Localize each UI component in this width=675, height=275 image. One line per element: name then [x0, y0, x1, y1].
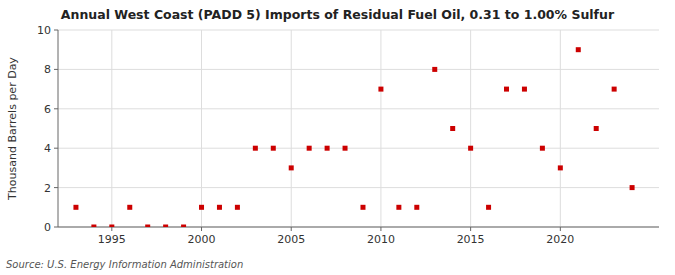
point [91, 225, 96, 228]
x-grid-line [291, 30, 292, 227]
y-tick [54, 30, 58, 31]
y-axis-line [58, 30, 59, 227]
y-tick [54, 108, 58, 109]
x-tick [470, 227, 471, 231]
x-grid-line [560, 30, 561, 227]
x-grid-line [470, 30, 471, 227]
y-tick-label: 2 [44, 182, 51, 195]
point [414, 205, 419, 210]
points [73, 47, 634, 227]
grid [58, 30, 659, 227]
y-grid-line [58, 148, 659, 149]
point [307, 146, 312, 151]
point [253, 146, 258, 151]
y-grid-line [58, 187, 659, 188]
y-tick [54, 227, 58, 228]
point [181, 225, 186, 228]
point [378, 87, 383, 92]
point [109, 225, 114, 228]
y-tick-label: 6 [44, 103, 51, 116]
point [217, 205, 222, 210]
point [271, 146, 276, 151]
y-tick [54, 148, 58, 149]
point [325, 146, 330, 151]
point [612, 87, 617, 92]
x-tick-label: 2015 [457, 233, 485, 246]
point [504, 87, 509, 92]
y-axis-label: Thousand Barrels per Day [6, 57, 19, 201]
x-grid-line [380, 30, 381, 227]
point [360, 205, 365, 210]
y-tick [54, 187, 58, 188]
point [486, 205, 491, 210]
point [235, 205, 240, 210]
source-note: Source: U.S. Energy Information Administ… [6, 259, 243, 270]
x-ticks: 1995 2000 2005 2010 2015 2020 [98, 227, 575, 246]
x-tick [201, 227, 202, 231]
x-tick [291, 227, 292, 231]
chart: 1995 2000 2005 2010 2015 2020 0 2 4 6 8 10 Thousand … [0, 0, 675, 275]
x-tick-label: 2005 [277, 233, 305, 246]
point [594, 126, 599, 131]
point [163, 225, 168, 228]
x-grid-line [111, 30, 112, 227]
y-grid-line [58, 30, 659, 31]
point [540, 146, 545, 151]
x-tick [111, 227, 112, 231]
point [396, 205, 401, 210]
y-grid-line [58, 69, 659, 70]
point [576, 47, 581, 52]
x-tick-label: 1995 [98, 233, 126, 246]
y-tick-label: 4 [44, 142, 51, 155]
x-tick [380, 227, 381, 231]
point [145, 225, 150, 228]
point [630, 185, 635, 190]
x-tick [560, 227, 561, 231]
point [558, 165, 563, 170]
x-grid-line [201, 30, 202, 227]
y-tick [54, 69, 58, 70]
point [432, 67, 437, 72]
y-grid-line [58, 108, 659, 109]
y-tick-label: 0 [44, 221, 51, 234]
x-tick-label: 2010 [367, 233, 395, 246]
page: {"chart_data": {"type": "scatter", "titl… [0, 0, 675, 275]
point [127, 205, 132, 210]
point [199, 205, 204, 210]
y-ticks: 0 2 4 6 8 10 [37, 24, 58, 234]
title: Annual West Coast (PADD 5) Imports of Re… [61, 7, 615, 22]
point [450, 126, 455, 131]
point [522, 87, 527, 92]
point [289, 165, 294, 170]
x-tick-label: 2000 [188, 233, 216, 246]
x-tick-label: 2020 [546, 233, 574, 246]
y-tick-label: 10 [37, 24, 51, 37]
point [343, 146, 348, 151]
y-tick-label: 8 [44, 63, 51, 76]
point [468, 146, 473, 151]
point [73, 205, 78, 210]
